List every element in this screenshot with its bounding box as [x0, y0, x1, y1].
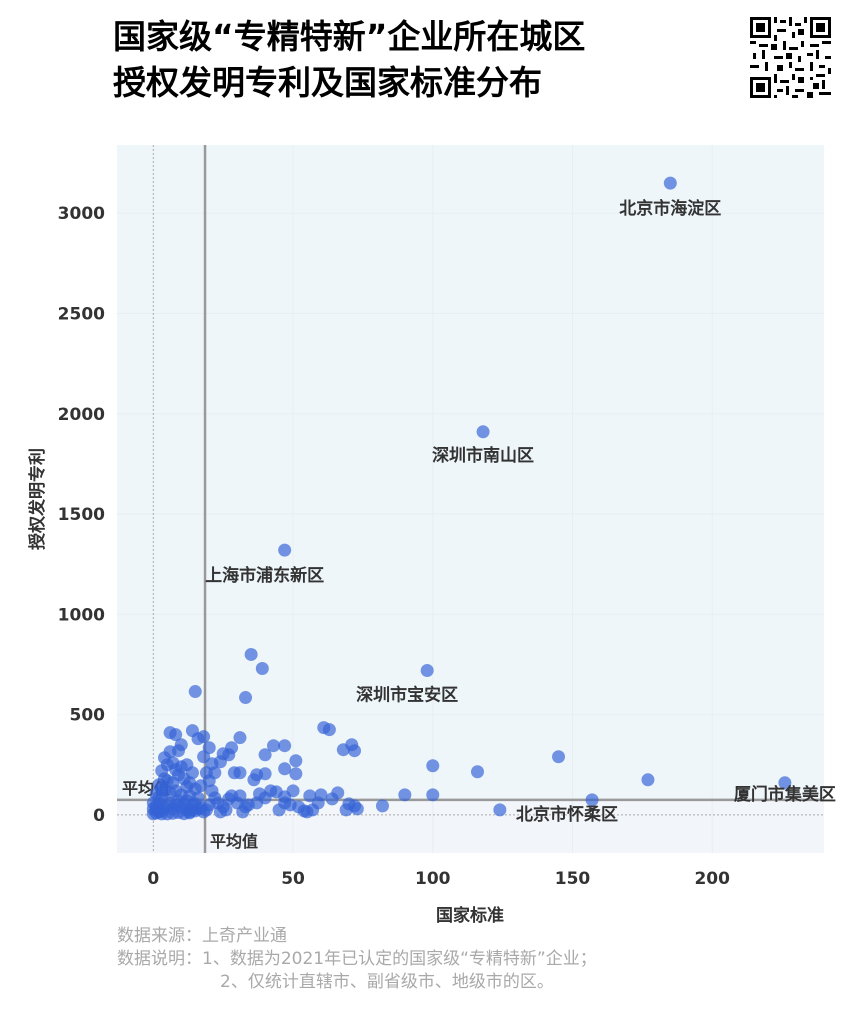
data-point	[641, 773, 655, 787]
data-point	[236, 805, 250, 819]
data-point	[258, 767, 272, 781]
data-point	[185, 766, 199, 780]
point-label: 深圳市宝安区	[356, 684, 458, 705]
data-point	[398, 788, 412, 802]
data-point	[258, 748, 272, 762]
data-point	[244, 647, 258, 661]
title-line-2: 授权发明专利及国家标准分布	[113, 63, 542, 102]
data-point	[470, 765, 484, 779]
x-axis-label: 国家标准	[436, 905, 504, 926]
plot-background	[117, 145, 824, 800]
data-point	[493, 803, 507, 817]
data-points	[146, 176, 792, 821]
data-point	[289, 754, 303, 768]
x-tick-label: 100	[415, 869, 451, 889]
footer: 数据来源：上奇产业通 数据说明：1、数据为2021年已认定的国家级“专精特新”企…	[117, 925, 597, 994]
data-point	[225, 789, 239, 803]
y-axis-ticks: 0 500 1000 1500 2000 2500 3000	[58, 204, 105, 826]
data-point	[289, 767, 303, 781]
data-point	[278, 762, 292, 776]
y-axis-label: 授权发明专利	[27, 448, 48, 550]
data-point	[233, 766, 247, 780]
y-tick-label: 0	[93, 806, 105, 826]
data-point	[247, 773, 261, 787]
data-point	[663, 176, 677, 190]
data-point	[325, 792, 339, 806]
y-tick-label: 1000	[58, 605, 105, 625]
data-point	[188, 685, 202, 699]
point-label: 北京市海淀区	[619, 198, 721, 219]
data-point	[322, 723, 336, 737]
data-point	[426, 788, 440, 802]
data-point	[476, 425, 490, 439]
point-label: 深圳市南山区	[432, 445, 534, 466]
data-point	[585, 793, 599, 807]
point-label: 厦门市集美区	[734, 784, 836, 805]
data-point	[171, 744, 185, 758]
data-point	[278, 739, 292, 753]
data-point	[197, 750, 211, 764]
y-tick-label: 2000	[58, 405, 105, 425]
data-point	[183, 776, 197, 790]
zero-lines	[117, 145, 824, 853]
data-point	[552, 750, 566, 764]
qr-code-icon	[750, 17, 831, 98]
y-tick-label: 1500	[58, 505, 105, 525]
data-point	[266, 739, 280, 753]
data-point	[348, 744, 362, 758]
data-point	[225, 741, 239, 755]
data-point	[158, 772, 172, 786]
data-point	[300, 805, 314, 819]
x-tick-label: 50	[281, 869, 305, 889]
x-tick-label: 150	[555, 869, 591, 889]
data-point	[336, 743, 350, 757]
data-point	[219, 803, 233, 817]
data-point	[197, 805, 211, 819]
data-point	[420, 663, 434, 677]
data-point	[233, 731, 247, 745]
y-tick-label: 3000	[58, 204, 105, 224]
y-tick-label: 2500	[58, 304, 105, 324]
y-tick-label: 500	[70, 706, 106, 726]
data-point	[258, 791, 272, 805]
data-point	[314, 788, 328, 802]
data-point	[350, 802, 364, 816]
page-title: 国家级“专精特新”企业所在城区 授权发明专利及国家标准分布	[113, 14, 585, 106]
data-point	[778, 776, 792, 790]
x-axis-ticks: 0 50 100 150 200	[147, 869, 730, 889]
data-source: 数据来源：上奇产业通	[117, 926, 287, 946]
point-label: 上海市浦东新区	[205, 565, 324, 586]
data-point	[169, 728, 183, 742]
x-tick-label: 200	[694, 869, 730, 889]
grid	[117, 145, 824, 853]
data-point	[375, 799, 389, 813]
data-point	[155, 782, 169, 796]
data-point	[255, 661, 269, 675]
point-label: 北京市怀柔区	[516, 804, 618, 825]
data-point	[286, 784, 300, 798]
data-point	[283, 798, 297, 812]
data-note-2: 2、仅统计直辖市、副省级市、地级市的区。	[220, 972, 554, 992]
title-line-1: 国家级“专精特新”企业所在城区	[113, 17, 586, 56]
data-note-1: 数据说明：1、数据为2021年已认定的国家级“专精特新”企业；	[117, 949, 597, 969]
data-point	[197, 730, 211, 744]
x-tick-label: 0	[147, 869, 159, 889]
data-point	[426, 759, 440, 773]
data-point	[278, 543, 292, 557]
mean-x-label: 平均值	[210, 832, 258, 851]
data-point	[272, 803, 286, 817]
data-point	[239, 691, 253, 705]
data-point	[166, 756, 180, 770]
